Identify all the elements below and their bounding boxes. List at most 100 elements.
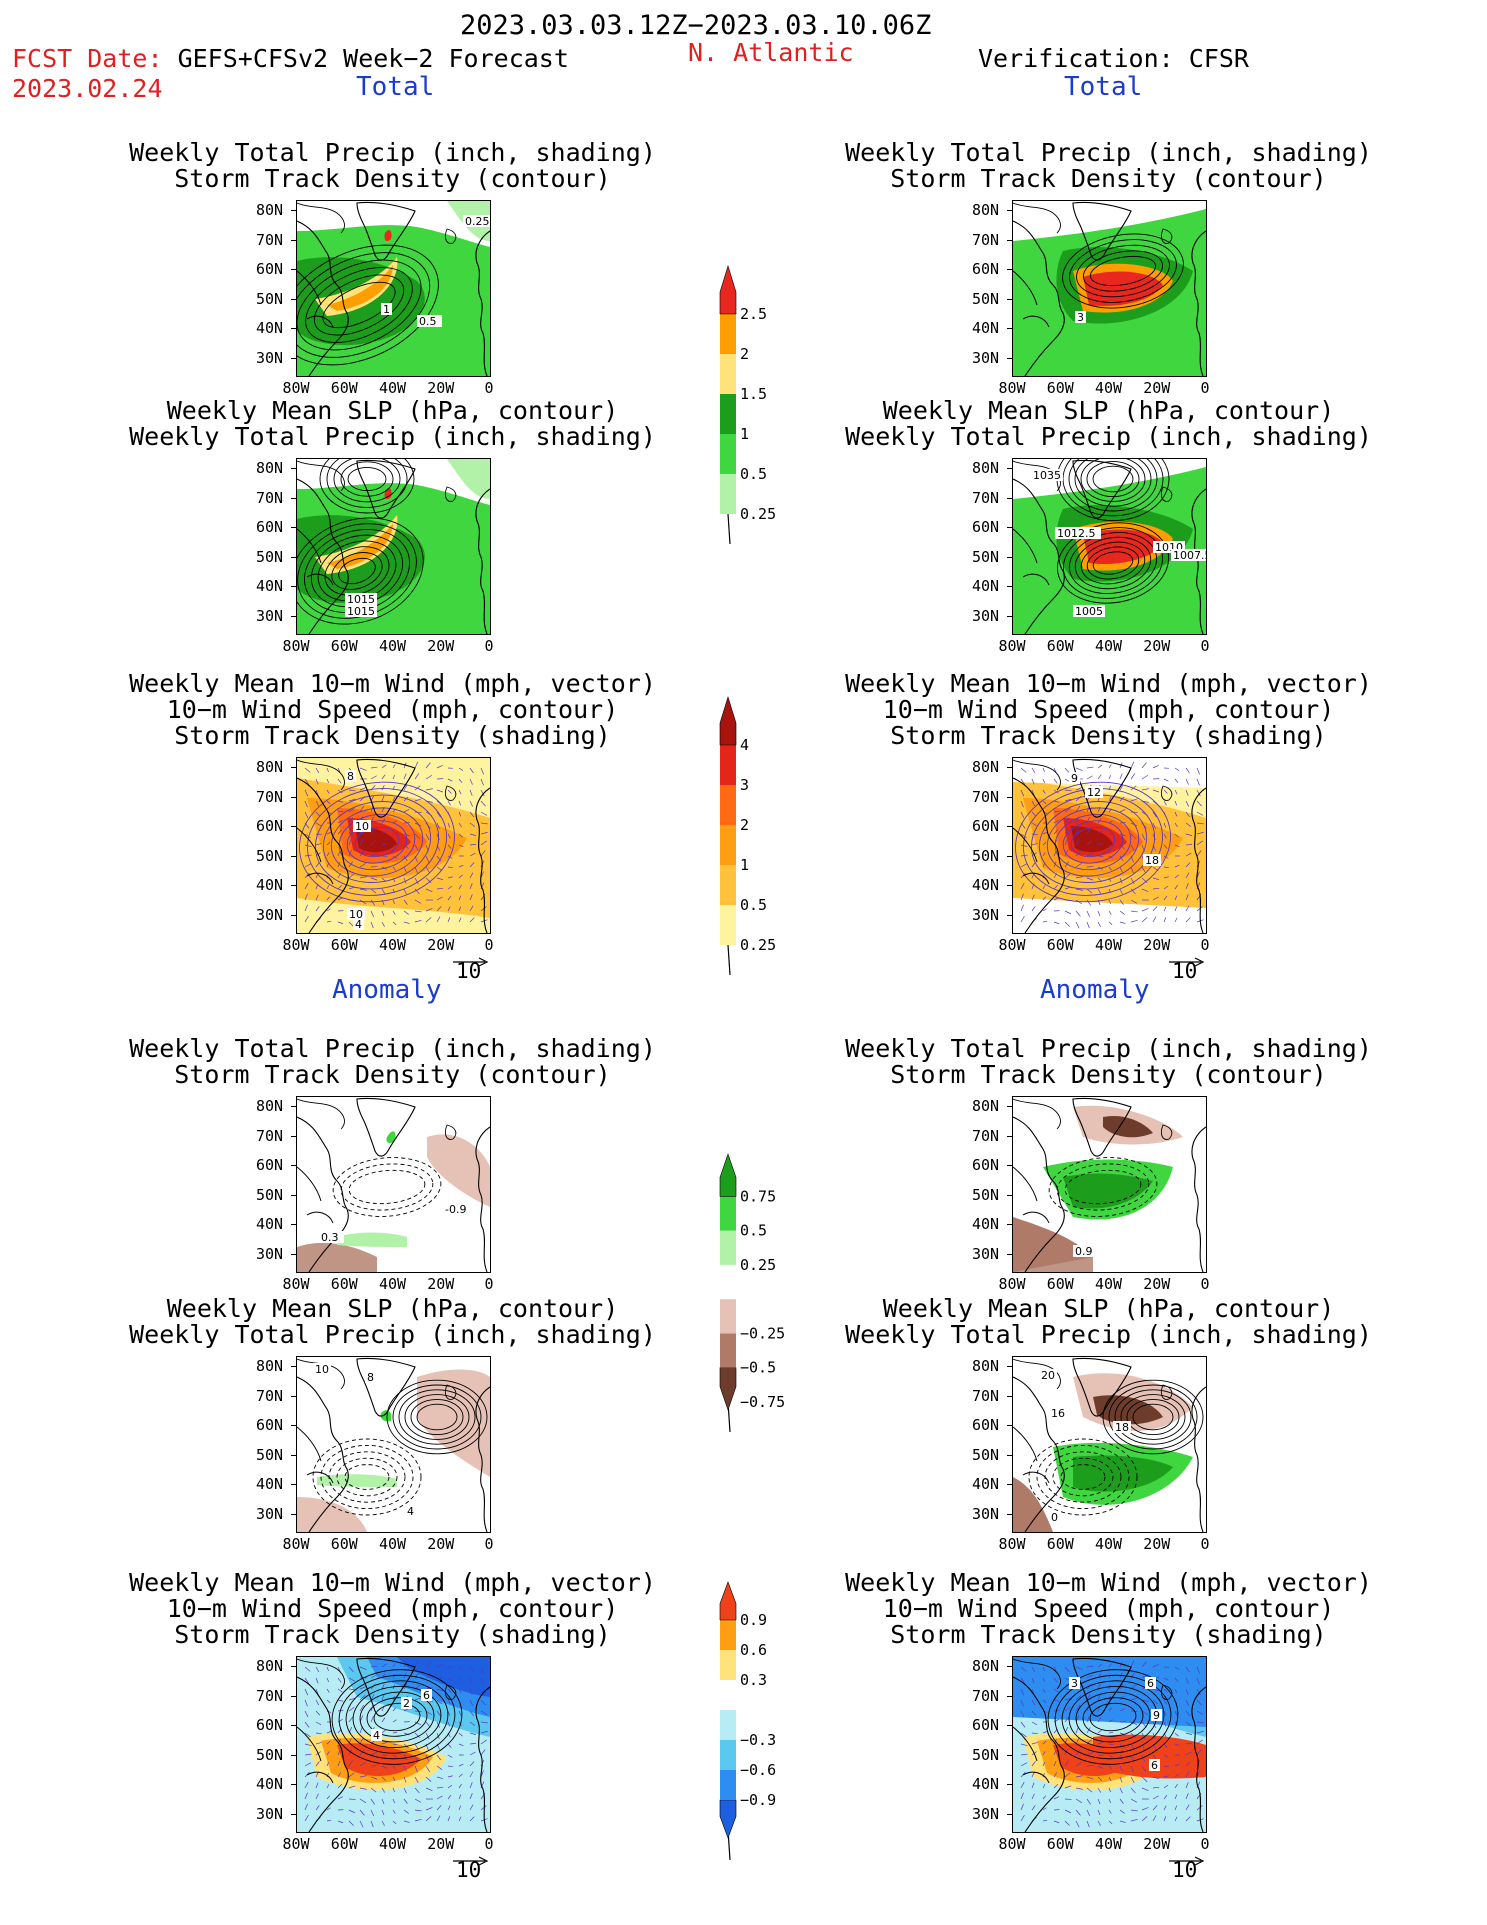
section-anomaly-right: Anomaly <box>1040 975 1150 1005</box>
lat-tick-label: 80N <box>972 1357 1000 1375</box>
lat-tick-label: 70N <box>256 1386 284 1405</box>
svg-text:6: 6 <box>1147 1677 1154 1690</box>
lat-tick-label: 30N <box>972 1504 1000 1523</box>
fcst-model: GEFS+CFSv2 Week−2 Forecast <box>177 44 569 73</box>
lon-tick-label: 40W <box>1095 1535 1123 1553</box>
lat-tick <box>1007 796 1012 798</box>
lat-tick <box>291 796 296 798</box>
lat-tick-label: 60N <box>256 1716 284 1734</box>
contour-label: 18 <box>1143 854 1161 867</box>
lat-tick-label: 40N <box>972 577 1000 595</box>
svg-text:16: 16 <box>1051 1407 1065 1420</box>
lat-tick <box>291 1253 296 1255</box>
lat-tick <box>291 1224 296 1225</box>
colorbar-swatch <box>719 264 737 315</box>
lon-tick-label: 60W <box>1046 936 1074 954</box>
contour-label: 2 <box>401 1697 412 1710</box>
lat-tick <box>291 468 296 469</box>
lat-tick <box>1007 1165 1012 1166</box>
lat-tick <box>291 826 296 827</box>
lat-tick <box>1007 298 1012 300</box>
lat-tick-label: 50N <box>972 289 1000 308</box>
colorbar-swatch <box>719 1367 737 1411</box>
colorbar-tick-label: 2.5 <box>740 305 767 323</box>
colorbar-track-anomaly: 0.9 0.6 0.3 −0.3 −0.6 −0.9 <box>719 1581 776 1861</box>
lat-tick <box>291 1106 296 1107</box>
lon-tick-label: 80W <box>998 936 1026 954</box>
svg-text:4: 4 <box>407 1505 414 1518</box>
map-panel-l2: 1015 1015 <box>296 458 491 635</box>
panel-title-r3: Weekly Mean 10−m Wind (mph, vector) 10−m … <box>799 671 1419 749</box>
lat-tick <box>1007 1666 1012 1667</box>
contour-label: 6 <box>1149 1759 1160 1772</box>
vector-reference-value: 10 <box>1172 959 1198 983</box>
colorbar-tick-label: 0.25 <box>740 505 776 523</box>
lat-tick <box>291 1165 296 1166</box>
svg-text:0.25: 0.25 <box>465 215 490 228</box>
lon-tick-label: 60W <box>330 1275 358 1293</box>
lat-tick-label: 70N <box>256 488 284 507</box>
colorbar-swatch <box>720 314 736 354</box>
lat-tick <box>291 1454 296 1456</box>
lat-tick-label: 70N <box>972 1386 1000 1405</box>
svg-text:8: 8 <box>347 770 354 783</box>
lat-tick-label: 50N <box>972 1745 1000 1764</box>
lat-tick-label: 80N <box>256 1097 284 1115</box>
contour-label: -0.9 <box>443 1203 475 1216</box>
lat-tick-label: 80N <box>256 201 284 219</box>
lat-tick <box>1007 1224 1012 1225</box>
svg-text:0.5: 0.5 <box>419 315 437 328</box>
lat-tick <box>1007 1135 1012 1137</box>
lat-tick <box>291 586 296 587</box>
map-panel-r4: 0.9 <box>1012 1096 1207 1273</box>
lat-tick-label: 30N <box>972 606 1000 625</box>
lat-tick <box>1007 826 1012 827</box>
lat-tick <box>1007 1106 1012 1107</box>
contour-label: 1015 <box>345 605 377 618</box>
svg-text:1015: 1015 <box>347 605 375 618</box>
lat-tick-label: 30N <box>256 348 284 367</box>
panel-title-line: Storm Track Density (contour) <box>174 1060 611 1089</box>
lon-tick-label: 0 <box>1200 1275 1210 1293</box>
lat-tick <box>291 1366 296 1367</box>
lon-tick-label: 80W <box>998 1275 1026 1293</box>
contour-label: 4 <box>353 918 364 931</box>
panel-title-line: Weekly Mean 10−m Wind (mph, vector) <box>845 1568 1372 1597</box>
colorbar-tick-label: 2 <box>740 345 749 363</box>
contour-label: 9 <box>1069 772 1080 785</box>
lon-tick-label: 40W <box>1095 1275 1123 1293</box>
lon-tick-label: 20W <box>427 1835 455 1853</box>
contour-label: 10 <box>313 1363 331 1376</box>
lat-tick <box>1007 767 1012 768</box>
lat-tick-label: 70N <box>972 488 1000 507</box>
contour-label: 0 <box>1049 1511 1060 1524</box>
lat-tick-label: 50N <box>972 846 1000 865</box>
panel-title-line: Storm Track Density (shading) <box>890 1620 1327 1649</box>
contour-label: 4 <box>405 1505 416 1518</box>
lat-tick-label: 30N <box>972 905 1000 924</box>
lat-tick <box>291 1695 296 1697</box>
colorbar-tick-label: 1 <box>740 856 749 874</box>
panel-title-line: Weekly Mean SLP (hPa, contour) <box>882 1294 1335 1323</box>
lon-tick-label: 80W <box>282 1275 310 1293</box>
lon-tick-label: 80W <box>282 379 310 397</box>
colorbar-tick-label: 1.5 <box>740 385 767 403</box>
svg-text:12: 12 <box>1087 786 1101 799</box>
lat-tick-label: 70N <box>256 1686 284 1705</box>
lat-tick-label: 60N <box>972 260 1000 278</box>
contour-label: 1005 <box>1073 605 1105 618</box>
lat-tick <box>1007 1695 1012 1697</box>
colorbar-swatch <box>720 905 736 945</box>
panel-title-line: 10−m Wind Speed (mph, contour) <box>882 695 1335 724</box>
lat-tick <box>1007 914 1012 916</box>
lon-tick-label: 60W <box>330 379 358 397</box>
contour-label: 16 <box>1049 1407 1067 1420</box>
lat-tick-label: 40N <box>256 1215 284 1233</box>
arrow-icon <box>1169 957 1205 967</box>
lon-tick-label: 0 <box>484 637 494 655</box>
lon-tick-label: 40W <box>1095 637 1123 655</box>
lat-tick <box>1007 1784 1012 1785</box>
contour-label: 0.9 <box>1073 1245 1098 1258</box>
lon-tick-label: 20W <box>427 936 455 954</box>
